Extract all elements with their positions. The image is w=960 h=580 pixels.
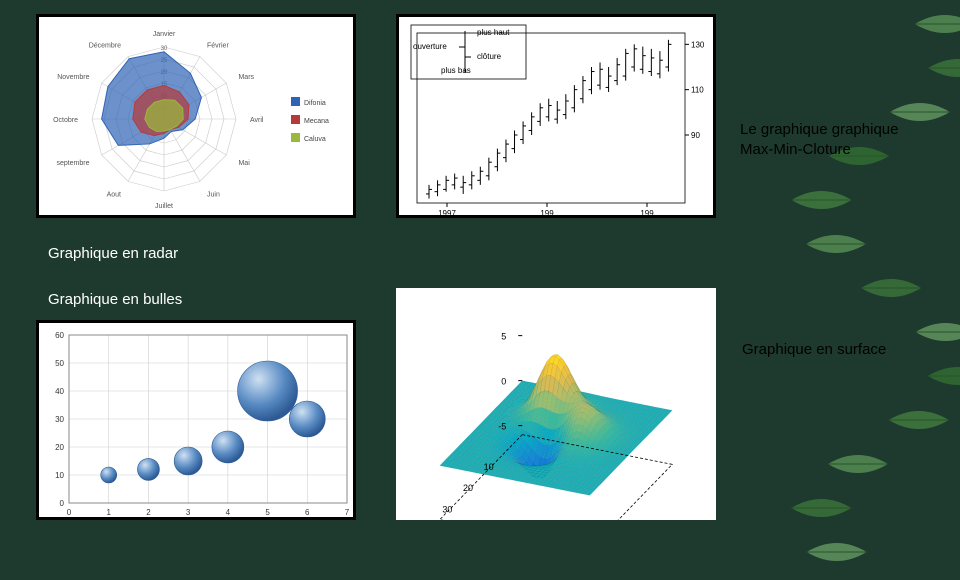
svg-text:3: 3 <box>186 508 191 517</box>
svg-text:Mai: Mai <box>238 160 250 167</box>
bubbles-label: Graphique en bulles <box>48 290 182 310</box>
svg-text:50: 50 <box>55 359 64 368</box>
svg-text:Avril: Avril <box>250 117 264 124</box>
surface-label: Graphique en surface <box>742 340 886 360</box>
svg-text:-5: -5 <box>498 422 506 432</box>
svg-text:30: 30 <box>55 415 64 424</box>
svg-text:10: 10 <box>484 462 494 472</box>
svg-text:0: 0 <box>60 499 65 508</box>
svg-text:7: 7 <box>345 508 350 517</box>
decor-leaves <box>740 0 960 580</box>
svg-text:Décembre: Décembre <box>89 43 121 50</box>
svg-text:Février: Février <box>207 43 229 50</box>
radar-chart: 51015202530JanvierFévrierMarsAvrilMaiJui… <box>36 14 356 218</box>
svg-text:30: 30 <box>161 46 168 52</box>
svg-text:4: 4 <box>226 508 231 517</box>
svg-text:Mars: Mars <box>238 74 254 81</box>
svg-text:plus bas: plus bas <box>441 66 471 75</box>
svg-text:Caluva: Caluva <box>304 136 326 143</box>
svg-text:septembre: septembre <box>56 160 89 167</box>
svg-text:130: 130 <box>691 40 705 49</box>
svg-text:Juillet: Juillet <box>155 203 173 210</box>
svg-text:ouverture: ouverture <box>413 42 447 51</box>
svg-text:Octobre: Octobre <box>53 117 78 124</box>
svg-text:0: 0 <box>67 508 72 517</box>
svg-text:Aout: Aout <box>107 191 121 198</box>
svg-text:plus haut: plus haut <box>477 28 510 37</box>
svg-text:0: 0 <box>501 377 506 387</box>
svg-text:110: 110 <box>691 86 704 95</box>
svg-text:Difonia: Difonia <box>304 100 326 107</box>
svg-text:20: 20 <box>55 443 64 452</box>
svg-text:1997: 1997 <box>438 209 456 218</box>
maxmin-label: Le graphique graphique Max-Min-Cloture <box>740 120 898 159</box>
svg-text:199: 199 <box>640 209 654 218</box>
svg-text:60: 60 <box>55 331 64 340</box>
svg-text:5: 5 <box>265 508 270 517</box>
bubble-chart: 0 1 2 3 4 5 6 7 0 10 20 30 40 50 60 <box>36 320 356 520</box>
svg-text:90: 90 <box>691 131 700 140</box>
svg-text:10: 10 <box>55 471 64 480</box>
svg-text:5: 5 <box>501 332 506 342</box>
svg-text:2: 2 <box>146 508 151 517</box>
svg-text:Novembre: Novembre <box>57 74 89 81</box>
svg-text:1: 1 <box>106 508 111 517</box>
svg-text:Mecana: Mecana <box>304 118 329 125</box>
svg-text:6: 6 <box>305 508 310 517</box>
svg-text:Janvier: Janvier <box>153 31 176 38</box>
svg-text:40: 40 <box>55 387 64 396</box>
ohlc-chart: plus haut ouverture clôture plus bas 130 110 9… <box>396 14 716 218</box>
svg-text:199: 199 <box>540 209 554 218</box>
svg-text:30: 30 <box>442 504 452 514</box>
svg-text:Juin: Juin <box>207 191 220 198</box>
svg-text:20: 20 <box>463 483 473 493</box>
radar-label: Graphique en radar <box>48 244 178 264</box>
surface-chart: -5051010202030304040 <box>396 288 716 520</box>
svg-text:clôture: clôture <box>477 52 502 61</box>
